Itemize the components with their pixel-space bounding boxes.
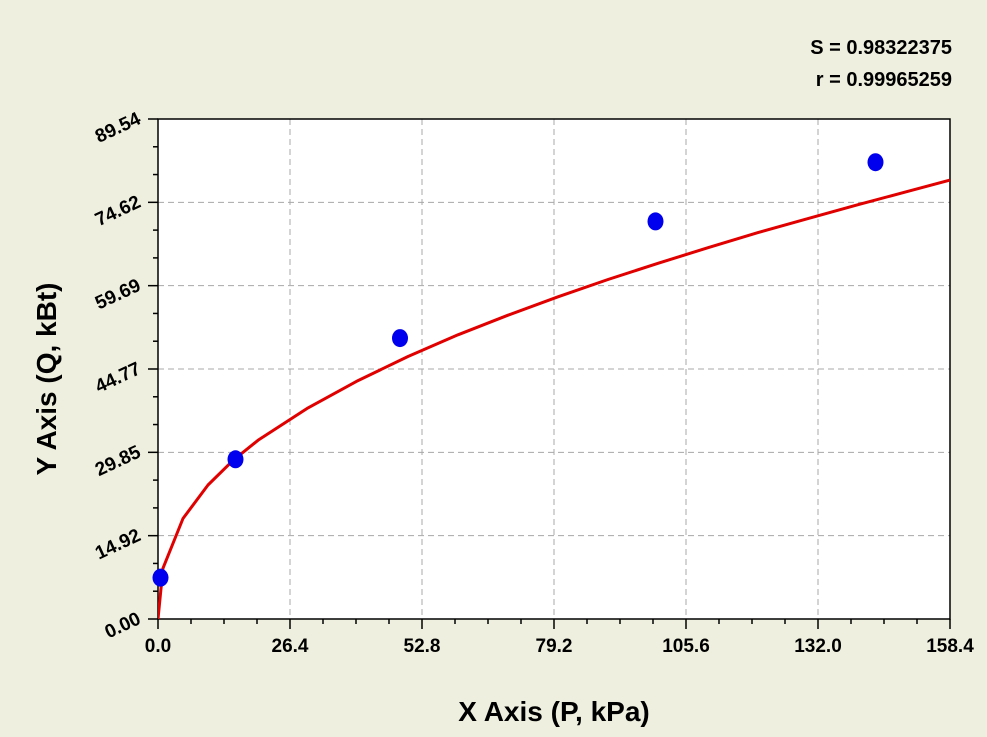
x-tick-label: 105.6: [662, 636, 710, 657]
x-axis-title: X Axis (P, kPa): [458, 696, 649, 727]
x-tick-label: 132.0: [794, 636, 842, 657]
plot-border: [157, 118, 951, 620]
x-tick-label: 0.0: [145, 636, 171, 657]
stat-s-label: S = 0.98322375: [810, 37, 952, 59]
y-tick-label: 74.62: [92, 192, 144, 231]
y-tick-label: 0.00: [102, 608, 144, 643]
x-tick-label: 52.8: [404, 636, 441, 657]
y-axis-title: Y Axis (Q, kBt): [31, 283, 62, 476]
x-tick-label: 26.4: [272, 636, 309, 657]
y-tick-label: 14.92: [92, 525, 144, 564]
y-tick-label: 44.77: [92, 358, 144, 397]
data-point: [867, 153, 884, 172]
fit-curve-line: [158, 178, 950, 619]
chart-plot: 0.0 26.4 52.8 79.2 105.6 132.0 158.4 0.00 14.92 2…: [31, 108, 974, 727]
data-point: [392, 329, 408, 348]
data-point: [647, 212, 664, 231]
data-point: [227, 450, 244, 469]
y-tick-label: 89.54: [92, 108, 144, 147]
y-tick-label: 29.85: [92, 442, 144, 481]
y-tick-label: 59.69: [92, 275, 144, 314]
chart-frame: S = 0.98322375 r = 0.99965259 0.0 26.4 52.…: [9, 9, 977, 728]
x-tick-label: 158.4: [926, 636, 974, 657]
data-point: [152, 568, 169, 587]
x-tick-label: 79.2: [536, 636, 573, 657]
stat-r-label: r = 0.99965259: [815, 69, 952, 91]
